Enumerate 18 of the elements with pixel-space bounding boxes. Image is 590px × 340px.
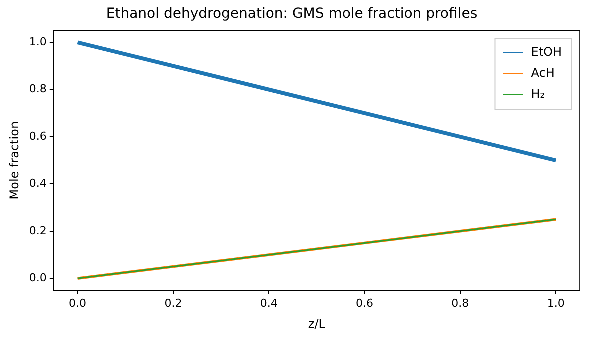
legend-label: EtOH [531,44,562,59]
x-tick-label: 0.2 [164,296,182,310]
legend-label: H₂ [531,86,546,101]
x-tick-label: 0.4 [260,296,278,310]
y-tick-label: 0.2 [29,224,47,238]
y-axis-title: Mole fraction [7,121,22,200]
y-tick-label: 0.6 [29,130,47,143]
x-tick-label: 1.0 [547,296,565,310]
y-tick-label: 0.4 [29,177,47,190]
y-tick-label: 0.8 [29,82,47,96]
x-axis-title: z/L [308,316,326,331]
x-tick-label: 0.8 [452,296,470,310]
x-tick-label: 0.6 [356,296,374,310]
chart-title: Ethanol dehydrogenation: GMS mole fraction profiles [106,6,478,22]
x-tick-label: 0.0 [69,296,87,310]
y-tick-label: 0.0 [29,271,47,284]
y-tick-label: 1.0 [29,35,47,48]
legend-label: AcH [531,66,555,80]
